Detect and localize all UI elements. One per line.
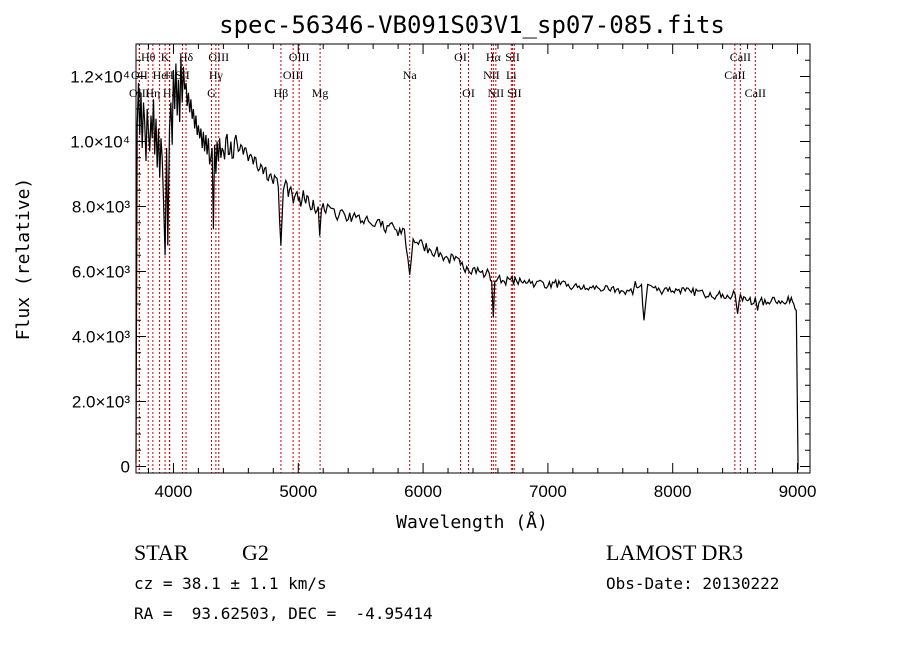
obs-date: Obs-Date: 20130222 (606, 574, 780, 593)
y-tick-label: 8.0×10³ (72, 198, 130, 217)
line-marker-label: He (153, 68, 167, 82)
line-marker-label: OII (131, 68, 148, 82)
line-marker-label: OIII (208, 50, 229, 64)
line-marker-label: OI (462, 86, 475, 100)
line-marker-label: Li (506, 68, 517, 82)
y-tick-label: 2.0×10³ (72, 393, 130, 412)
line-marker-label: G (207, 86, 216, 100)
y-tick-label: 1.2×10⁴ (70, 68, 130, 87)
line-marker-label: OIII (289, 50, 310, 64)
line-marker-label: CaII (745, 86, 766, 100)
line-marker-label: Mg (312, 86, 329, 100)
y-tick-label: 6.0×10³ (72, 263, 130, 282)
x-axis-label: Wavelength (Å) (396, 511, 548, 533)
coordinates: RA = 93.62503, DEC = -4.95414 (134, 604, 433, 623)
y-tick-label: 0 (121, 458, 130, 477)
subclass: G2 (242, 540, 269, 565)
line-marker-label: H (165, 68, 174, 82)
line-marker-label: CaII (730, 50, 751, 64)
line-marker-label: Hα (486, 50, 502, 64)
redshift-line: cz = 38.1 ± 1.1 km/s (134, 574, 327, 593)
line-marker-label: NII (483, 68, 500, 82)
y-axis-label: Flux (relative) (13, 178, 34, 341)
line-marker-label: NII (488, 86, 505, 100)
x-tick-label: 9000 (779, 482, 817, 501)
line-marker-label: Na (403, 68, 418, 82)
line-marker-label: Hγ (209, 68, 224, 82)
x-tick-label: 7000 (529, 482, 567, 501)
y-tick-label: 1.0×10⁴ (70, 133, 130, 152)
spectrum-line (135, 56, 799, 470)
chart-title: spec-56346-VB091S03V1_sp07-085.fits (219, 11, 725, 39)
x-tick-label: 6000 (404, 482, 442, 501)
y-tick-label: 4.0×10³ (72, 328, 130, 347)
line-marker-label: SII (505, 50, 520, 64)
line-marker-label: Hθ (141, 50, 156, 64)
x-tick-label: 5000 (279, 482, 317, 501)
survey-name: LAMOST DR3 (606, 540, 744, 565)
line-marker-label: SII (175, 68, 190, 82)
line-marker-label: K (161, 50, 170, 64)
line-marker-label: SII (507, 86, 522, 100)
x-tick-label: 8000 (654, 482, 692, 501)
line-marker-label: OIII (283, 68, 304, 82)
line-marker-label: CaII (724, 68, 745, 82)
line-marker-label: OI (454, 50, 467, 64)
x-tick-label: 4000 (155, 482, 193, 501)
line-marker-label: Hβ (274, 86, 289, 100)
object-class: STAR (134, 540, 189, 565)
plot-frame (135, 43, 811, 474)
line-marker-label: Hη (145, 86, 160, 100)
